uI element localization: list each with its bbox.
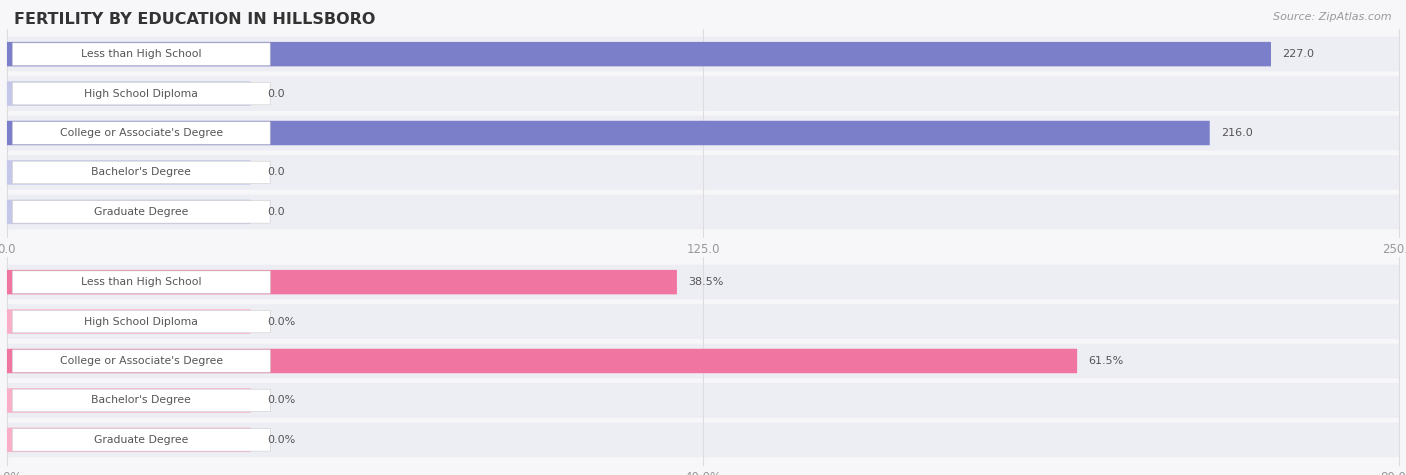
FancyBboxPatch shape	[7, 349, 1077, 373]
FancyBboxPatch shape	[7, 155, 1399, 190]
Text: College or Associate's Degree: College or Associate's Degree	[59, 356, 224, 366]
FancyBboxPatch shape	[7, 383, 1399, 418]
Text: 227.0: 227.0	[1282, 49, 1315, 59]
Text: Graduate Degree: Graduate Degree	[94, 435, 188, 445]
Text: 0.0: 0.0	[267, 88, 285, 99]
Text: Source: ZipAtlas.com: Source: ZipAtlas.com	[1274, 12, 1392, 22]
FancyBboxPatch shape	[13, 350, 270, 372]
Text: 38.5%: 38.5%	[688, 277, 724, 287]
Text: College or Associate's Degree: College or Associate's Degree	[59, 128, 224, 138]
FancyBboxPatch shape	[7, 160, 250, 185]
FancyBboxPatch shape	[7, 81, 250, 106]
FancyBboxPatch shape	[7, 309, 250, 334]
Text: Graduate Degree: Graduate Degree	[94, 207, 188, 217]
FancyBboxPatch shape	[7, 115, 1399, 151]
Text: 61.5%: 61.5%	[1088, 356, 1123, 366]
Text: 0.0%: 0.0%	[267, 316, 295, 327]
FancyBboxPatch shape	[7, 270, 676, 294]
Text: High School Diploma: High School Diploma	[84, 316, 198, 327]
FancyBboxPatch shape	[13, 82, 270, 105]
FancyBboxPatch shape	[13, 271, 270, 294]
FancyBboxPatch shape	[13, 161, 270, 184]
FancyBboxPatch shape	[7, 200, 250, 224]
FancyBboxPatch shape	[7, 304, 1399, 339]
Text: Less than High School: Less than High School	[82, 49, 201, 59]
Text: Less than High School: Less than High School	[82, 277, 201, 287]
FancyBboxPatch shape	[13, 389, 270, 412]
FancyBboxPatch shape	[7, 265, 1399, 299]
FancyBboxPatch shape	[7, 76, 1399, 111]
FancyBboxPatch shape	[7, 42, 1271, 66]
Text: 0.0%: 0.0%	[267, 435, 295, 445]
FancyBboxPatch shape	[7, 388, 250, 413]
FancyBboxPatch shape	[13, 122, 270, 144]
Text: 0.0: 0.0	[267, 207, 285, 217]
Text: FERTILITY BY EDUCATION IN HILLSBORO: FERTILITY BY EDUCATION IN HILLSBORO	[14, 12, 375, 27]
FancyBboxPatch shape	[7, 121, 1209, 145]
FancyBboxPatch shape	[7, 343, 1399, 379]
Text: 0.0: 0.0	[267, 167, 285, 178]
FancyBboxPatch shape	[7, 423, 1399, 457]
FancyBboxPatch shape	[7, 37, 1399, 71]
FancyBboxPatch shape	[7, 195, 1399, 229]
FancyBboxPatch shape	[13, 43, 270, 66]
FancyBboxPatch shape	[13, 200, 270, 223]
Text: Bachelor's Degree: Bachelor's Degree	[91, 167, 191, 178]
Text: Bachelor's Degree: Bachelor's Degree	[91, 395, 191, 406]
FancyBboxPatch shape	[13, 310, 270, 333]
FancyBboxPatch shape	[7, 428, 250, 452]
FancyBboxPatch shape	[13, 428, 270, 451]
Text: High School Diploma: High School Diploma	[84, 88, 198, 99]
Text: 216.0: 216.0	[1220, 128, 1253, 138]
Text: 0.0%: 0.0%	[267, 395, 295, 406]
